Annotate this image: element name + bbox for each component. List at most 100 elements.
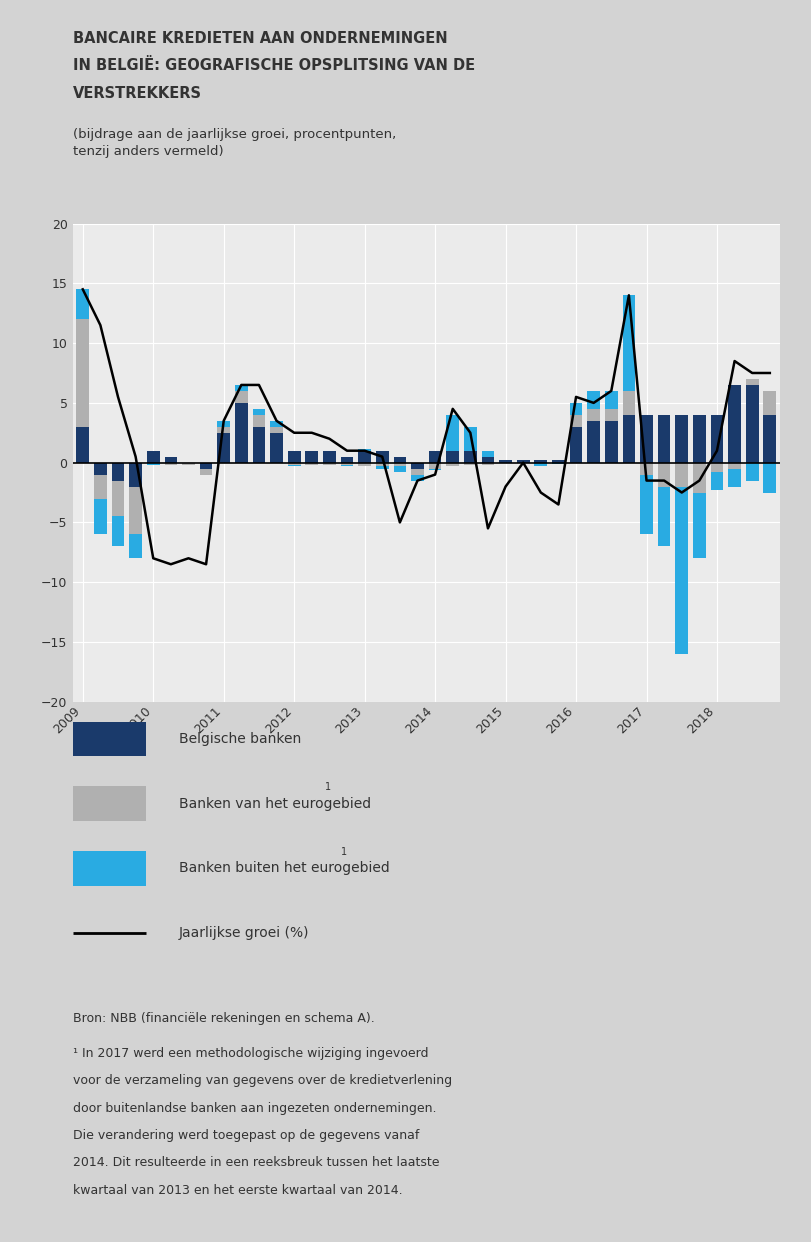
Bar	[217, 421, 230, 427]
Bar	[341, 462, 353, 465]
Bar	[323, 462, 335, 465]
Bar	[463, 427, 476, 451]
Bar	[692, 462, 705, 493]
Bar	[745, 379, 757, 385]
Bar	[323, 451, 335, 462]
Text: Jaarlijkse groei (%): Jaarlijkse groei (%)	[178, 925, 309, 940]
Bar	[446, 462, 458, 466]
Text: kwartaal van 2013 en het eerste kwartaal van 2014.: kwartaal van 2013 en het eerste kwartaal…	[73, 1184, 402, 1196]
Bar	[762, 415, 775, 462]
Bar	[200, 468, 212, 474]
Bar	[463, 451, 476, 462]
Bar	[463, 462, 476, 465]
Bar	[657, 415, 670, 462]
Bar	[112, 481, 124, 517]
Bar	[586, 391, 599, 409]
Bar	[622, 296, 634, 391]
Text: VERSTREKKERS: VERSTREKKERS	[73, 86, 202, 101]
Bar	[112, 517, 124, 546]
Text: BANCAIRE KREDIETEN AAN ONDERNEMINGEN: BANCAIRE KREDIETEN AAN ONDERNEMINGEN	[73, 31, 447, 46]
Bar	[604, 391, 617, 409]
Bar	[481, 451, 494, 457]
Text: voor de verzameling van gegevens over de kredietverlening: voor de verzameling van gegevens over de…	[73, 1074, 452, 1087]
Bar	[410, 474, 423, 481]
Bar	[604, 409, 617, 421]
Bar	[710, 462, 723, 472]
Bar	[252, 415, 265, 427]
Bar	[675, 462, 687, 487]
Bar	[129, 487, 142, 534]
Bar	[358, 462, 371, 466]
Bar	[727, 462, 740, 468]
Bar	[234, 385, 247, 391]
Bar	[727, 468, 740, 487]
Bar	[446, 451, 458, 462]
Bar	[657, 487, 670, 546]
Bar	[252, 409, 265, 415]
Text: Belgische banken: Belgische banken	[178, 732, 301, 746]
Bar	[710, 472, 723, 491]
Bar	[622, 391, 634, 415]
Bar	[305, 451, 318, 462]
Bar	[200, 462, 212, 468]
Bar	[639, 474, 652, 534]
Bar	[76, 427, 89, 462]
Text: ¹ In 2017 werd een methodologische wijziging ingevoerd: ¹ In 2017 werd een methodologische wijzi…	[73, 1047, 428, 1059]
Bar	[393, 462, 406, 466]
Bar	[165, 457, 177, 462]
Bar	[410, 468, 423, 474]
Bar	[182, 462, 195, 465]
Bar	[428, 451, 441, 462]
Bar	[147, 451, 160, 462]
Bar	[393, 457, 406, 462]
Bar	[517, 461, 529, 462]
Bar	[270, 421, 282, 427]
Bar	[375, 466, 388, 468]
Bar	[147, 462, 160, 465]
Bar	[358, 451, 371, 462]
Bar	[639, 462, 652, 474]
Bar	[692, 415, 705, 462]
Text: 1: 1	[341, 847, 347, 857]
Bar	[94, 474, 106, 498]
Bar	[393, 466, 406, 472]
Bar	[341, 457, 353, 462]
Bar	[551, 461, 564, 462]
Bar	[675, 487, 687, 653]
Bar	[481, 462, 494, 465]
Bar	[762, 391, 775, 415]
Bar	[270, 432, 282, 462]
Text: Bron: NBB (financiële rekeningen en schema A).: Bron: NBB (financiële rekeningen en sche…	[73, 1012, 375, 1025]
Bar	[569, 402, 581, 415]
Bar	[446, 415, 458, 451]
Bar	[586, 409, 599, 421]
Bar	[481, 457, 494, 462]
Bar	[129, 534, 142, 559]
Text: IN BELGIË: GEOGRAFISCHE OPSPLITSING VAN DE: IN BELGIË: GEOGRAFISCHE OPSPLITSING VAN …	[73, 58, 474, 73]
Bar	[534, 462, 547, 466]
Bar	[94, 462, 106, 474]
Bar	[252, 427, 265, 462]
Bar	[129, 462, 142, 487]
Bar	[165, 462, 177, 465]
Bar	[604, 421, 617, 462]
Text: Banken buiten het eurogebied: Banken buiten het eurogebied	[178, 861, 389, 876]
Bar	[745, 462, 757, 481]
Text: 2014. Dit resulteerde in een reeksbreuk tussen het laatste: 2014. Dit resulteerde in een reeksbreuk …	[73, 1156, 439, 1169]
Bar	[762, 462, 775, 493]
Bar	[727, 385, 740, 462]
Text: Banken van het eurogebied: Banken van het eurogebied	[178, 796, 371, 811]
Bar	[499, 461, 511, 462]
Text: Die verandering werd toegepast op de gegevens vanaf: Die verandering werd toegepast op de geg…	[73, 1129, 419, 1141]
Bar	[112, 462, 124, 481]
Bar	[94, 498, 106, 534]
Bar	[639, 415, 652, 462]
Bar	[657, 462, 670, 487]
Bar	[76, 319, 89, 427]
Bar	[586, 421, 599, 462]
Bar	[234, 402, 247, 462]
Text: door buitenlandse banken aan ingezeten ondernemingen.: door buitenlandse banken aan ingezeten o…	[73, 1102, 436, 1114]
Bar	[217, 432, 230, 462]
Bar	[234, 391, 247, 402]
Bar	[622, 415, 634, 462]
